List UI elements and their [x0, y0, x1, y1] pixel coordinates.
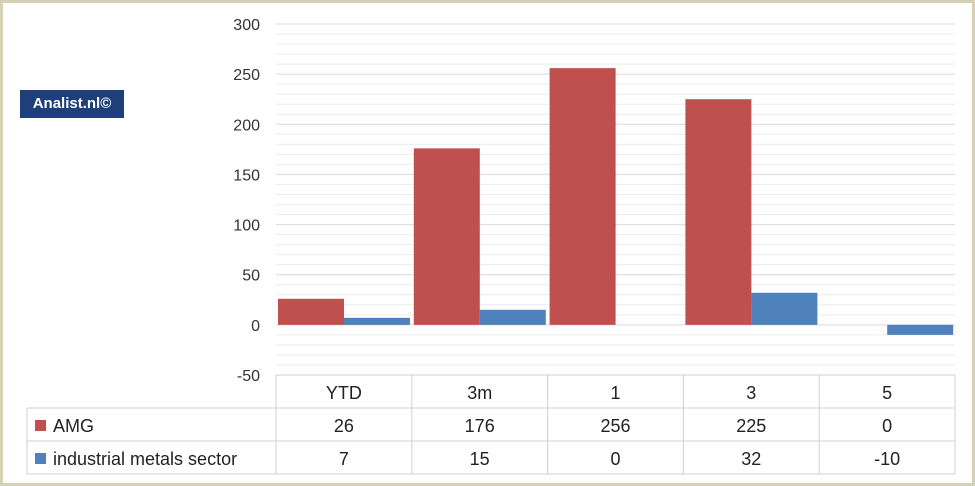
- bar-industrial-metals-3: [751, 292, 818, 325]
- category-label: 1: [610, 383, 620, 403]
- bar-amg-3: [685, 99, 752, 325]
- category-label: 3: [746, 383, 756, 403]
- y-tick-label: 150: [233, 167, 260, 184]
- legend-label: industrial metals sector: [53, 449, 237, 469]
- bar-industrial-metals-ytd: [344, 317, 410, 325]
- y-tick-label: 250: [233, 67, 260, 84]
- legend-key-industrial-metals: [35, 453, 46, 464]
- table-cell: 256: [600, 416, 630, 436]
- table-cell: 176: [465, 416, 495, 436]
- table-cell: 15: [470, 449, 490, 469]
- category-label: 3m: [467, 383, 492, 403]
- table-cell: 26: [334, 416, 354, 436]
- table-cell: 7: [339, 449, 349, 469]
- table-cell: 225: [736, 416, 766, 436]
- bar-industrial-metals-3m: [479, 309, 546, 325]
- y-axis-ticks: -50 0 50 100 150 200 250 300: [233, 17, 260, 385]
- bar-industrial-metals-5: [887, 324, 954, 335]
- y-tick-label: 200: [233, 117, 260, 134]
- table-cell: 0: [610, 449, 620, 469]
- bar-amg-3m: [413, 148, 480, 325]
- y-tick-label: 0: [251, 318, 260, 335]
- table-cell: -10: [874, 449, 900, 469]
- table-cell: 32: [741, 449, 761, 469]
- data-table: YTD 3m 1 3 5 AMG 26 176 256 225 0 industrial metals…: [26, 374, 956, 475]
- legend-key-amg: [35, 420, 46, 431]
- y-tick-label: 300: [233, 17, 260, 34]
- y-tick-label: 50: [242, 268, 260, 285]
- y-tick-label: -50: [237, 368, 260, 385]
- watermark-label: Analist.nl©: [20, 90, 124, 118]
- bar-amg-ytd: [278, 298, 344, 325]
- y-tick-label: 100: [233, 218, 260, 235]
- category-label: 5: [882, 383, 892, 403]
- category-label: YTD: [326, 383, 362, 403]
- legend-label: AMG: [53, 416, 94, 436]
- bars: [278, 68, 954, 335]
- table-cell: 0: [882, 416, 892, 436]
- bar-amg-1: [549, 68, 616, 325]
